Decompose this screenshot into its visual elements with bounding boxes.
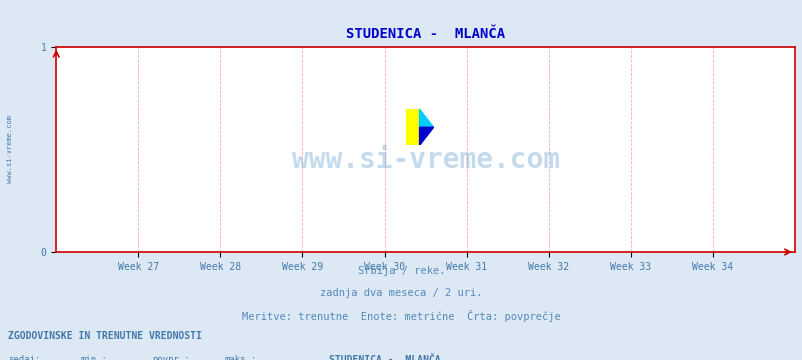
Text: Meritve: trenutne  Enote: metrične  Črta: povprečje: Meritve: trenutne Enote: metrične Črta: … (242, 310, 560, 321)
Text: ZGODOVINSKE IN TRENUTNE VREDNOSTI: ZGODOVINSKE IN TRENUTNE VREDNOSTI (8, 331, 201, 341)
Bar (405, 109, 419, 145)
Text: povpr.:: povpr.: (152, 355, 190, 360)
Text: www.si-vreme.com: www.si-vreme.com (291, 146, 559, 174)
Text: Srbija / reke.: Srbija / reke. (358, 266, 444, 276)
Polygon shape (419, 127, 433, 145)
Text: zadnja dva meseca / 2 uri.: zadnja dva meseca / 2 uri. (320, 288, 482, 298)
Text: sedaj:: sedaj: (8, 355, 40, 360)
Text: maks.:: maks.: (225, 355, 257, 360)
Text: STUDENICA -  MLANČA: STUDENICA - MLANČA (329, 355, 440, 360)
Title: STUDENICA -  MLANČA: STUDENICA - MLANČA (346, 27, 504, 41)
Polygon shape (419, 109, 433, 127)
Text: www.si-vreme.com: www.si-vreme.com (6, 116, 13, 183)
Text: min.:: min.: (80, 355, 107, 360)
